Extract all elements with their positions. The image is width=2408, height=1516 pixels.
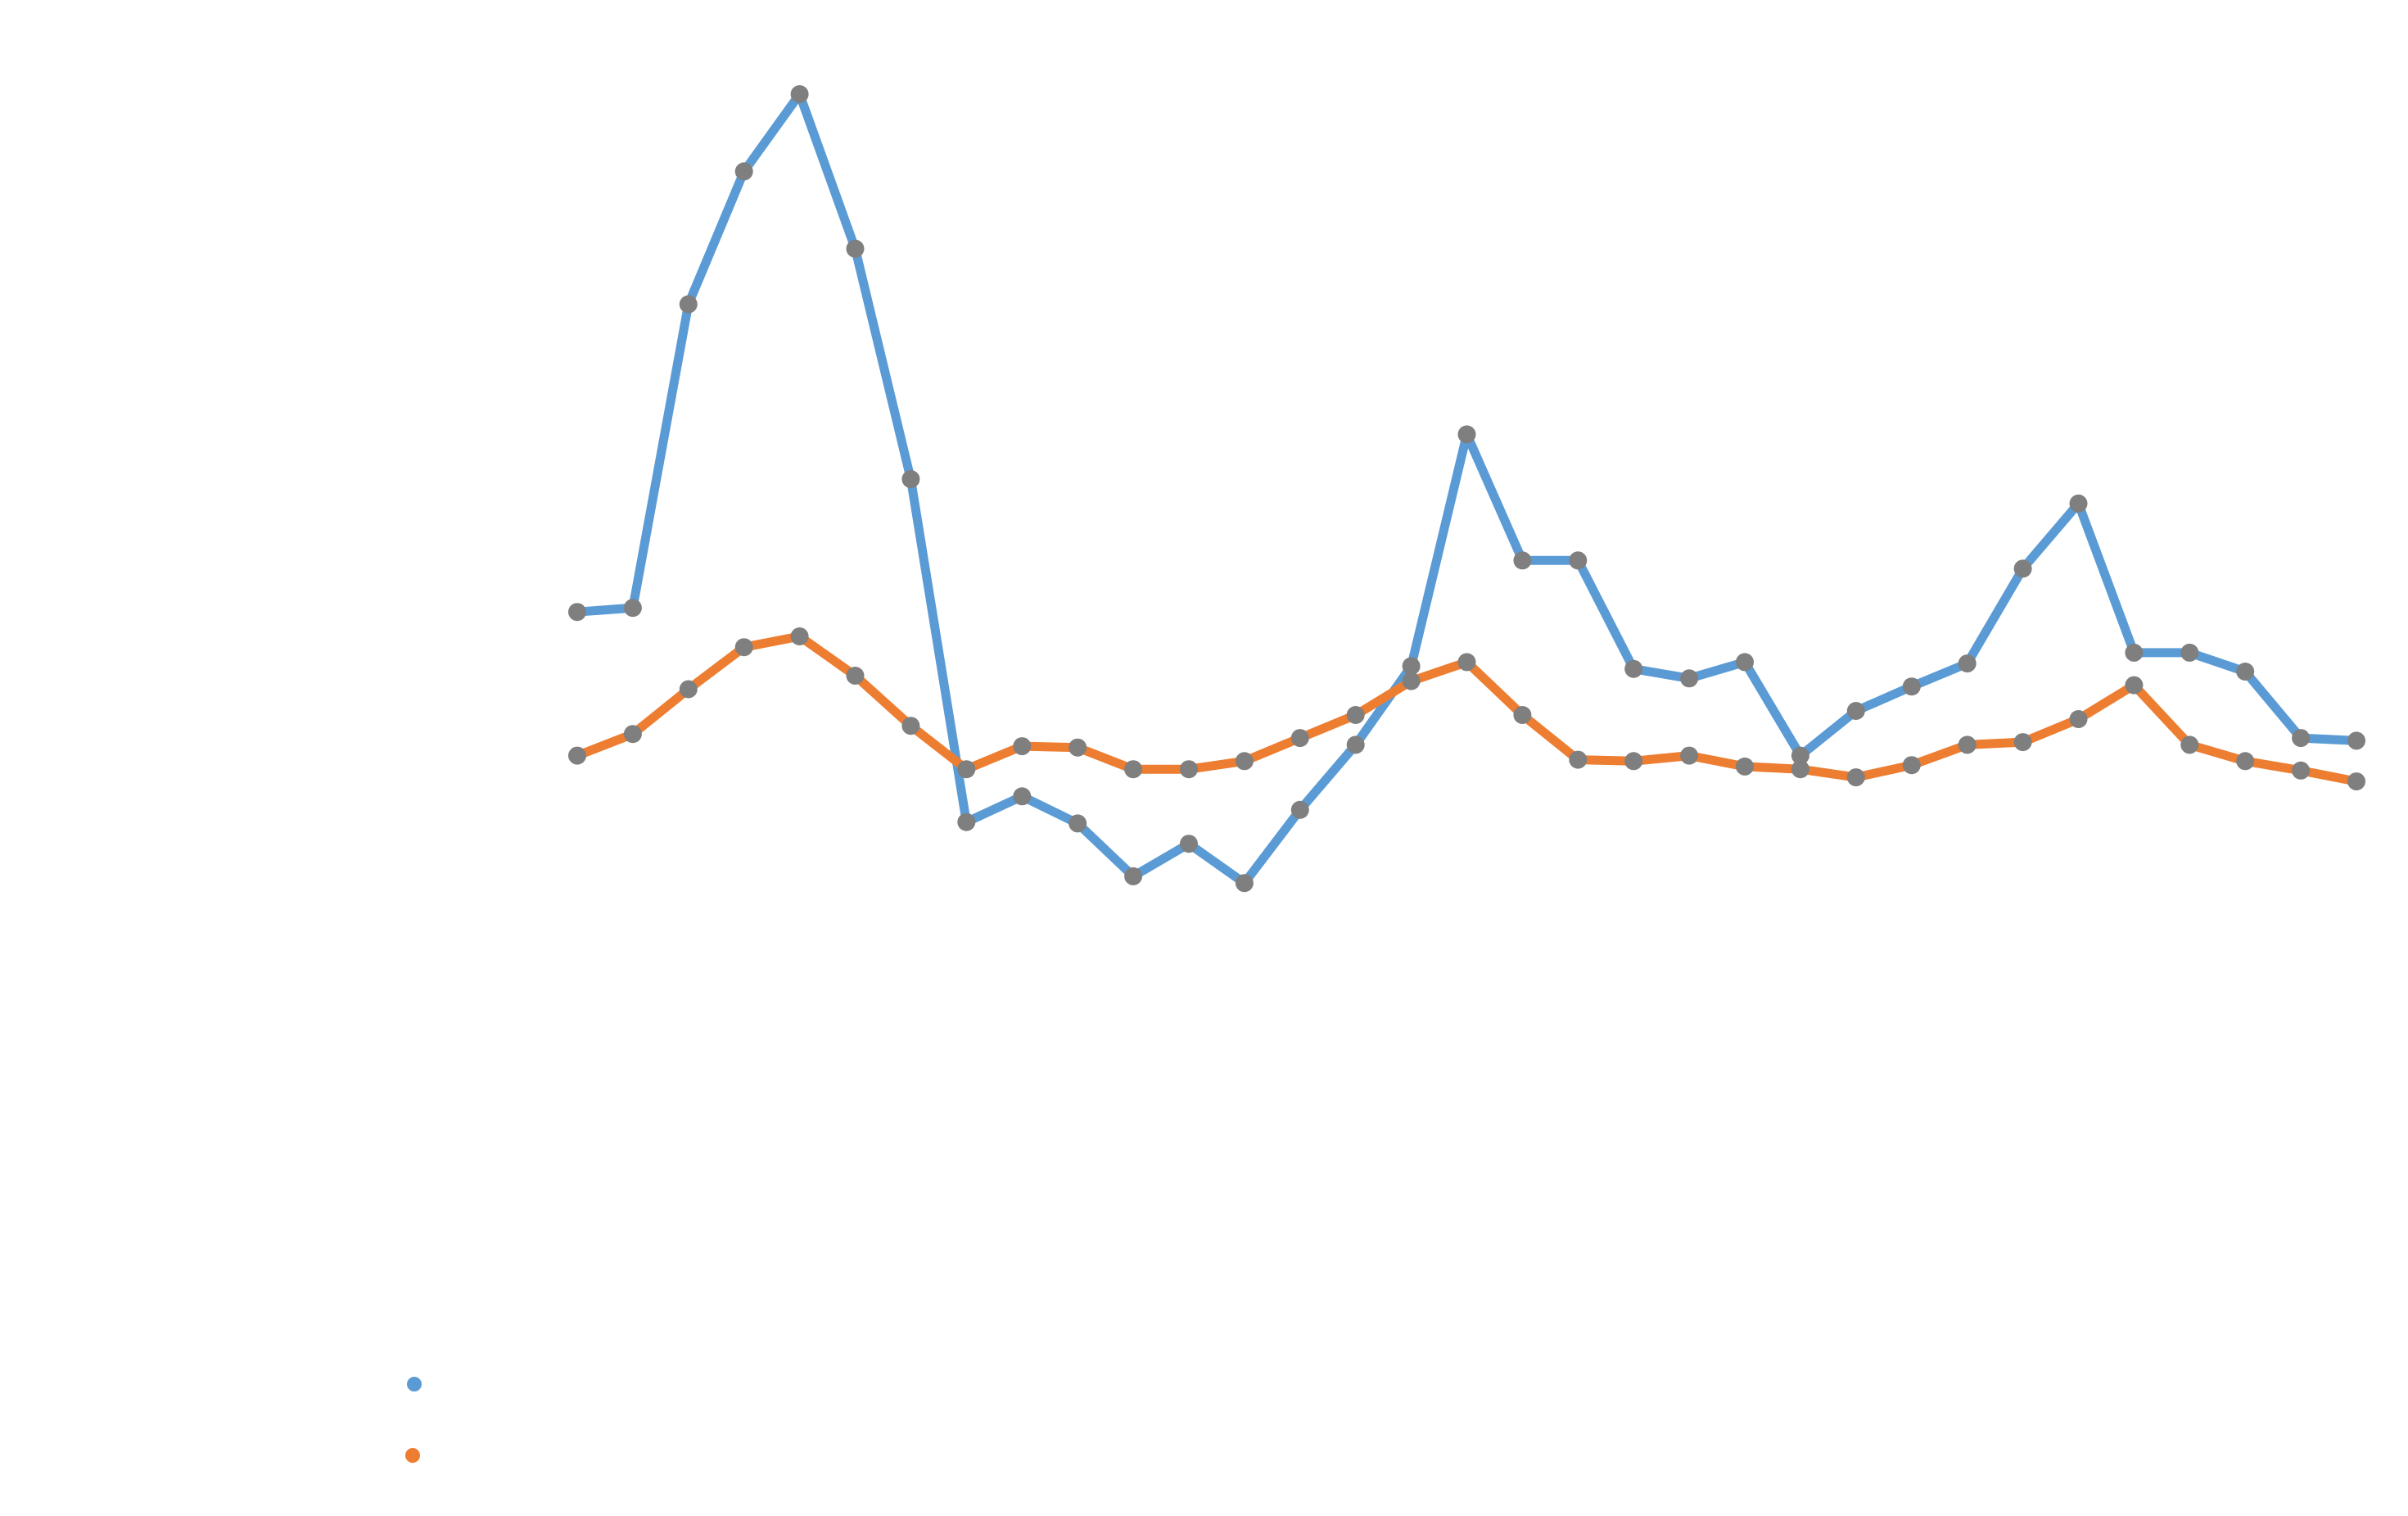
series-2-point xyxy=(1235,752,1254,771)
series-2-point xyxy=(679,680,698,699)
series-1-point xyxy=(1680,669,1699,688)
series-2-point xyxy=(1791,760,1809,779)
series-2-point xyxy=(734,638,753,657)
series-1-point xyxy=(623,599,642,618)
series-2-point xyxy=(957,760,976,779)
series-1-point xyxy=(1736,653,1754,672)
series-2-point xyxy=(1290,729,1309,748)
series-2-point xyxy=(1180,760,1198,779)
series-2-point xyxy=(1013,737,1032,756)
series-1-point xyxy=(2013,559,2032,578)
series-1-point xyxy=(1068,814,1087,833)
series-1-point xyxy=(2125,643,2144,662)
series-2-point xyxy=(2236,752,2255,771)
series-1-point xyxy=(1013,787,1032,806)
series-2-point xyxy=(2292,761,2311,780)
series-1-point xyxy=(1124,867,1143,885)
series-1-line xyxy=(572,89,2361,888)
series-1-point xyxy=(1902,677,1921,696)
series-1-point xyxy=(1457,425,1476,444)
series-2-point xyxy=(1624,752,1643,771)
series-1-point xyxy=(1290,800,1309,819)
series-2-point xyxy=(2125,676,2144,695)
legend-marker-1 xyxy=(407,1377,422,1392)
series-2-point xyxy=(623,725,642,744)
series-1-point xyxy=(1346,735,1365,754)
series-2-point xyxy=(1124,760,1143,779)
series-1-point xyxy=(679,295,698,314)
series-2-point xyxy=(1457,653,1476,672)
series-1-point xyxy=(1624,659,1643,678)
legend xyxy=(405,1377,422,1463)
series-2-point xyxy=(901,717,920,735)
series-2-point xyxy=(1346,706,1365,724)
series-2 xyxy=(568,627,2365,791)
series-1-point xyxy=(846,239,865,258)
series-1-point xyxy=(1569,551,1588,570)
series-1-point xyxy=(2180,643,2199,662)
series-2-point xyxy=(1068,738,1087,757)
series-1-point xyxy=(790,85,809,103)
series-2-point xyxy=(790,627,809,645)
series-1-point xyxy=(1791,746,1809,765)
series-1-point xyxy=(1958,654,1977,673)
series-2-point xyxy=(1569,750,1588,769)
series-1-point xyxy=(2069,494,2088,513)
series-2-point xyxy=(846,667,865,685)
series-2-point xyxy=(1402,672,1421,690)
series-1-point xyxy=(901,470,920,488)
series-1-point xyxy=(734,162,753,181)
series-1-point xyxy=(2236,663,2255,681)
series-2-point xyxy=(2069,710,2088,728)
series-1-point xyxy=(1180,835,1198,853)
series-2-point xyxy=(2013,733,2032,752)
series-2-point xyxy=(2347,772,2365,791)
series-1-point xyxy=(568,603,586,622)
series-2-point xyxy=(2180,735,2199,754)
series-2-point xyxy=(1736,757,1754,776)
series-layer xyxy=(568,85,2365,893)
series-2-point xyxy=(1680,746,1699,765)
series-1-point xyxy=(2292,729,2311,748)
series-1-point xyxy=(1235,874,1254,893)
series-1-point xyxy=(1846,702,1865,720)
series-1 xyxy=(568,85,2365,893)
series-1-point xyxy=(1402,657,1421,676)
series-1-point xyxy=(2347,731,2365,750)
series-2-point xyxy=(568,746,586,765)
series-2-point xyxy=(1902,756,1921,775)
series-2-point xyxy=(1958,735,1977,754)
series-1-point xyxy=(1513,551,1532,570)
series-1-point xyxy=(957,812,976,831)
series-2-point xyxy=(1513,706,1532,724)
series-2-point xyxy=(1846,768,1865,787)
legend-marker-2 xyxy=(405,1448,420,1463)
